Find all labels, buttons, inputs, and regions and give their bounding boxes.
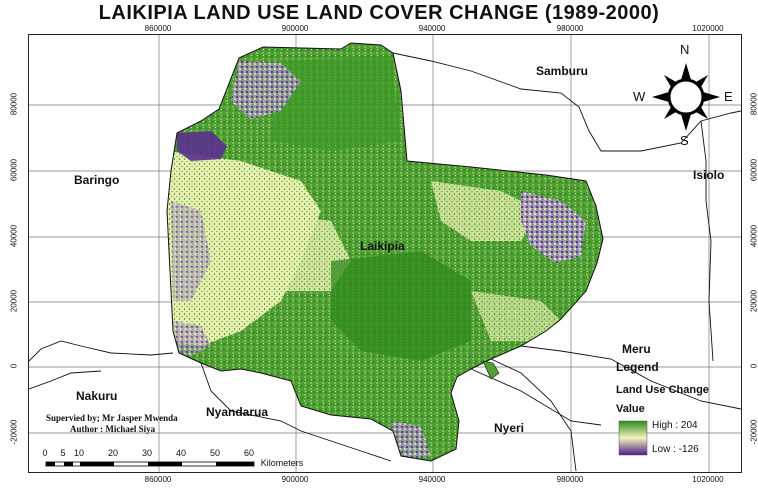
x-tick-bottom: 980000 [556, 475, 584, 484]
scale-label: 50 [209, 448, 221, 458]
y-tick-right: -20000 [749, 419, 758, 445]
x-tick-bottom: 940000 [418, 475, 446, 484]
y-tick-right: 20000 [749, 289, 758, 313]
label-nakuru: Nakuru [76, 389, 118, 403]
scale-label: 20 [107, 448, 119, 458]
map-title: LAIKIPIA LAND USE LAND COVER CHANGE (198… [98, 2, 660, 24]
map-svg [29, 35, 741, 472]
county-boundaries [29, 52, 741, 472]
x-tick-bottom: 900000 [281, 475, 309, 484]
legend-title: Legend [616, 360, 659, 374]
credit-supervisor: Supervied by; Mr Jasper Mwenda [46, 413, 178, 423]
x-tick-top: 940000 [418, 24, 446, 33]
credit-author: Author : Michael Siya [70, 424, 156, 434]
y-tick-left: 20000 [9, 289, 19, 313]
label-laikipia: Laikipia [360, 239, 405, 253]
label-nyeri: Nyeri [494, 421, 525, 435]
scale-bar [45, 461, 255, 467]
y-tick-right: 40000 [749, 224, 758, 248]
x-tick-top: 860000 [144, 24, 172, 33]
y-tick-right: 80000 [749, 92, 758, 116]
scale-label: 60 [243, 448, 255, 458]
x-tick-top: 980000 [556, 24, 584, 33]
y-tick-left: 80000 [9, 92, 19, 116]
compass-n: N [680, 42, 690, 57]
scale-label: 40 [175, 448, 187, 458]
legend-value-label: Value [616, 403, 645, 415]
x-tick-bottom: 860000 [144, 475, 172, 484]
scale-label: 10 [73, 448, 85, 458]
scale-label: 5 [60, 448, 66, 458]
scale-label: 30 [141, 448, 153, 458]
map-frame [28, 34, 742, 473]
legend-high: High : 204 [652, 420, 698, 431]
legend-subtitle: Land Use Change [616, 384, 709, 396]
y-tick-right: 60000 [749, 158, 758, 182]
y-tick-left: -20000 [9, 419, 19, 445]
scale-unit: Kilometers [260, 458, 304, 468]
compass-w: W [633, 89, 646, 104]
compass-e: E [724, 89, 733, 104]
y-tick-left: 40000 [9, 224, 19, 248]
label-baringo: Baringo [74, 173, 120, 187]
y-tick-left: 60000 [9, 158, 19, 182]
x-tick-top: 900000 [281, 24, 309, 33]
small-patch [482, 360, 500, 380]
legend-ramp [618, 420, 648, 456]
label-samburu: Samburu [536, 64, 589, 78]
scale-label: 0 [42, 448, 48, 458]
compass-rose [652, 63, 720, 131]
label-meru: Meru [622, 342, 651, 356]
laikipia-outline [166, 42, 604, 462]
y-tick-left: 0 [9, 363, 19, 369]
x-tick-bottom: 1020000 [692, 475, 724, 484]
x-tick-top: 1020000 [692, 24, 724, 33]
y-tick-right: 0 [749, 363, 758, 369]
label-isiolo: Isiolo [693, 168, 725, 182]
label-nyandarua: Nyandarua [206, 405, 269, 419]
compass-s: S [680, 133, 689, 148]
legend-low: Low : -126 [652, 444, 699, 455]
